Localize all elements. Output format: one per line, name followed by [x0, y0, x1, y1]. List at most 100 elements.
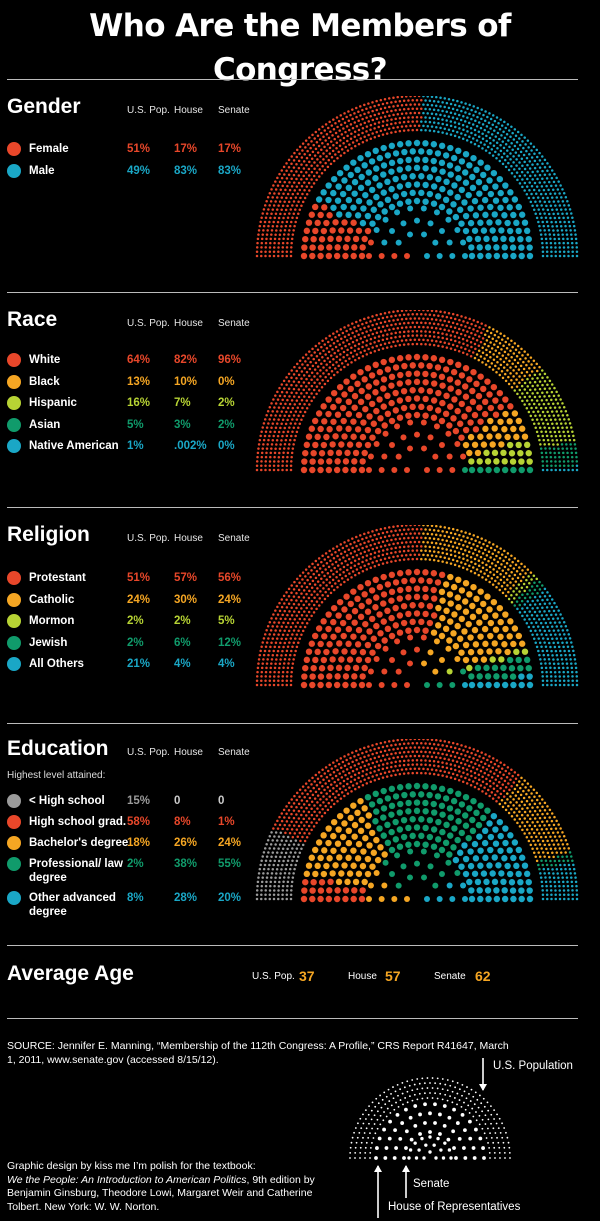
- pop-seat-dot: [315, 385, 319, 388]
- pop-seat-dot: [464, 316, 467, 319]
- pop-seat-dot: [541, 169, 544, 173]
- pop-seat-dot: [486, 359, 490, 363]
- pop-seat-dot: [477, 144, 480, 148]
- house-seat-dot: [430, 629, 438, 636]
- pop-seat-dot: [420, 107, 423, 111]
- pop-seat-dot: [295, 362, 299, 366]
- pop-seat-dot: [474, 762, 477, 766]
- pop-seat-dot: [443, 770, 447, 773]
- pop-seat-dot: [340, 148, 344, 151]
- pop-seat-dot: [400, 532, 404, 536]
- pop-seat-dot: [274, 662, 277, 665]
- pop-seat-dot: [402, 549, 406, 553]
- pop-seat-dot: [407, 772, 410, 775]
- house-seat-dot: [480, 814, 487, 822]
- pop-seat-dot: [390, 551, 393, 555]
- pop-seat-dot: [260, 897, 263, 901]
- pop-seat-dot: [281, 827, 284, 831]
- house-seat-dot: [418, 362, 425, 369]
- pop-seat-dot: [275, 410, 279, 413]
- pop-seat-dot: [424, 313, 427, 316]
- pop-seat-dot: [511, 131, 514, 135]
- pop-seat-dot: [319, 161, 322, 164]
- pop-seat-dot: [506, 155, 509, 158]
- pop-seat-dot: [498, 588, 502, 592]
- pop-seat-dot: [453, 532, 457, 536]
- pop-seat-dot: [449, 133, 453, 136]
- pop-seat-dot: [263, 863, 267, 867]
- house-seat-dot: [426, 833, 434, 841]
- pop-seat-dot: [561, 662, 564, 665]
- house-seat-dot: [469, 602, 476, 610]
- pop-seat-dot: [424, 528, 427, 531]
- house-seat-dot: [325, 466, 333, 474]
- pop-seat-dot: [347, 539, 350, 542]
- pop-seat-dot: [375, 99, 378, 103]
- pop-seat-dot: [539, 443, 542, 446]
- pop-seat-dot: [349, 337, 353, 340]
- pop-seat-dot: [509, 587, 512, 590]
- house-seat-dot: [357, 797, 364, 805]
- house-seat-dot: [384, 581, 392, 588]
- pop-seat-dot: [453, 317, 457, 321]
- senate-seat-dot: [446, 239, 453, 246]
- pop-seat-dot: [289, 637, 293, 640]
- pop-seat-dot: [434, 104, 438, 107]
- pop-seat-dot: [398, 751, 402, 754]
- pop-seat-dot: [371, 346, 374, 349]
- house-seat-dot: [333, 252, 341, 260]
- pop-seat-dot: [575, 897, 579, 901]
- pop-seat-dot: [413, 310, 417, 312]
- pop-seat-dot: [373, 565, 377, 568]
- pop-seat-dot: [524, 786, 527, 789]
- pop-seat-dot: [305, 407, 309, 410]
- pop-seat-dot: [550, 250, 553, 253]
- pop-seat-dot: [562, 889, 566, 892]
- pop-seat-dot: [449, 549, 453, 552]
- pop-seat-dot: [381, 133, 385, 136]
- house-seat-dot: [400, 173, 408, 181]
- pop-seat-dot: [495, 570, 499, 573]
- pop-seat-dot: [523, 181, 527, 185]
- pop-seat-dot: [334, 560, 338, 564]
- house-seat-dot: [309, 466, 316, 474]
- house-seat-dot: [477, 681, 484, 689]
- legend-swatch: [7, 163, 21, 178]
- pop-seat-dot: [570, 884, 574, 888]
- pop-seat-dot: [495, 586, 498, 589]
- pop-seat-dot: [274, 212, 278, 216]
- pop-seat-dot: [260, 859, 263, 862]
- pop-seat-dot: [466, 116, 469, 119]
- pop-seat-dot: [526, 606, 529, 610]
- pop-seat-dot: [527, 625, 531, 629]
- pop-seat-dot: [291, 847, 294, 850]
- pop-seat-dot: [302, 803, 306, 806]
- pop-seat-dot: [325, 578, 328, 581]
- house-seat-dot: [342, 252, 349, 260]
- house-seat-dot: [388, 159, 396, 167]
- pop-seat-dot: [483, 333, 487, 336]
- pop-seat-dot: [567, 897, 570, 901]
- pop-seat-dot: [554, 468, 557, 472]
- pop-seat-dot: [388, 328, 391, 331]
- pop-seat-dot: [513, 342, 517, 345]
- pop-seat-dot: [552, 629, 556, 632]
- pop-seat-dot: [343, 335, 347, 338]
- pop-seat-dot: [275, 872, 278, 875]
- pop-seat-dot: [407, 330, 410, 333]
- pop-seat-dot: [460, 775, 463, 778]
- pop-seat-dot: [373, 136, 377, 139]
- pop-seat-dot: [265, 237, 268, 241]
- house-seat-dot: [409, 403, 416, 411]
- pop-seat-dot: [482, 756, 485, 760]
- pop-seat-dot: [308, 779, 311, 782]
- pop-seat-dot: [501, 805, 505, 809]
- pop-seat-dot: [541, 162, 544, 166]
- pop-seat-dot: [563, 220, 566, 224]
- pop-seat-dot: [269, 216, 272, 220]
- pop-seat-dot: [274, 426, 278, 430]
- pop-seat-dot: [551, 422, 554, 426]
- pop-seat-dot: [445, 346, 449, 349]
- house-seat-dot: [309, 895, 316, 903]
- house-seat-dot: [380, 573, 387, 581]
